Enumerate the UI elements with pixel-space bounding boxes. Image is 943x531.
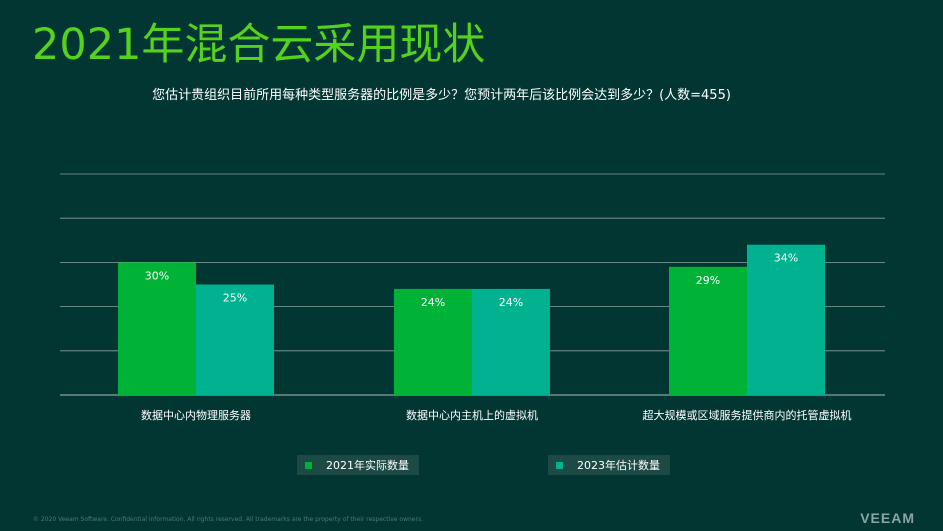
legend-item-2021: 2021年实际数量 xyxy=(297,455,419,475)
copyright-footer: © 2020 Veeam Software. Confidential info… xyxy=(33,516,423,523)
legend-swatch-2023 xyxy=(556,461,563,469)
bar-2021-0 xyxy=(118,262,196,395)
data-label: 29% xyxy=(696,274,720,287)
category-label: 数据中心内主机上的虚拟机 xyxy=(406,408,538,422)
data-label: 24% xyxy=(499,296,523,309)
data-label: 24% xyxy=(421,296,445,309)
legend-label-2023: 2023年估计数量 xyxy=(577,459,660,472)
veeam-logo: VEEAM xyxy=(860,510,915,526)
bar-2023-1 xyxy=(472,288,550,395)
slide-title: 2021年混合云采用现状 xyxy=(32,20,486,70)
legend-swatch-2021 xyxy=(305,461,312,469)
bar-2023-0 xyxy=(196,284,274,395)
bar-2021-2 xyxy=(669,266,747,395)
data-label: 30% xyxy=(145,269,169,282)
data-label: 25% xyxy=(223,292,247,305)
data-label: 34% xyxy=(774,252,798,265)
bar-2023-2 xyxy=(747,244,825,395)
legend-item-2023: 2023年估计数量 xyxy=(548,455,670,475)
category-label: 数据中心内物理服务器 xyxy=(141,408,251,422)
chart-question: 您估计贵组织目前所用每种类型服务器的比例是多少？您预计两年后该比例会达到多少？(… xyxy=(152,88,731,103)
category-label: 超大规模或区域服务提供商内的托管虚拟机 xyxy=(643,408,852,422)
bar-2021-1 xyxy=(394,288,472,395)
legend-label-2021: 2021年实际数量 xyxy=(326,459,409,472)
